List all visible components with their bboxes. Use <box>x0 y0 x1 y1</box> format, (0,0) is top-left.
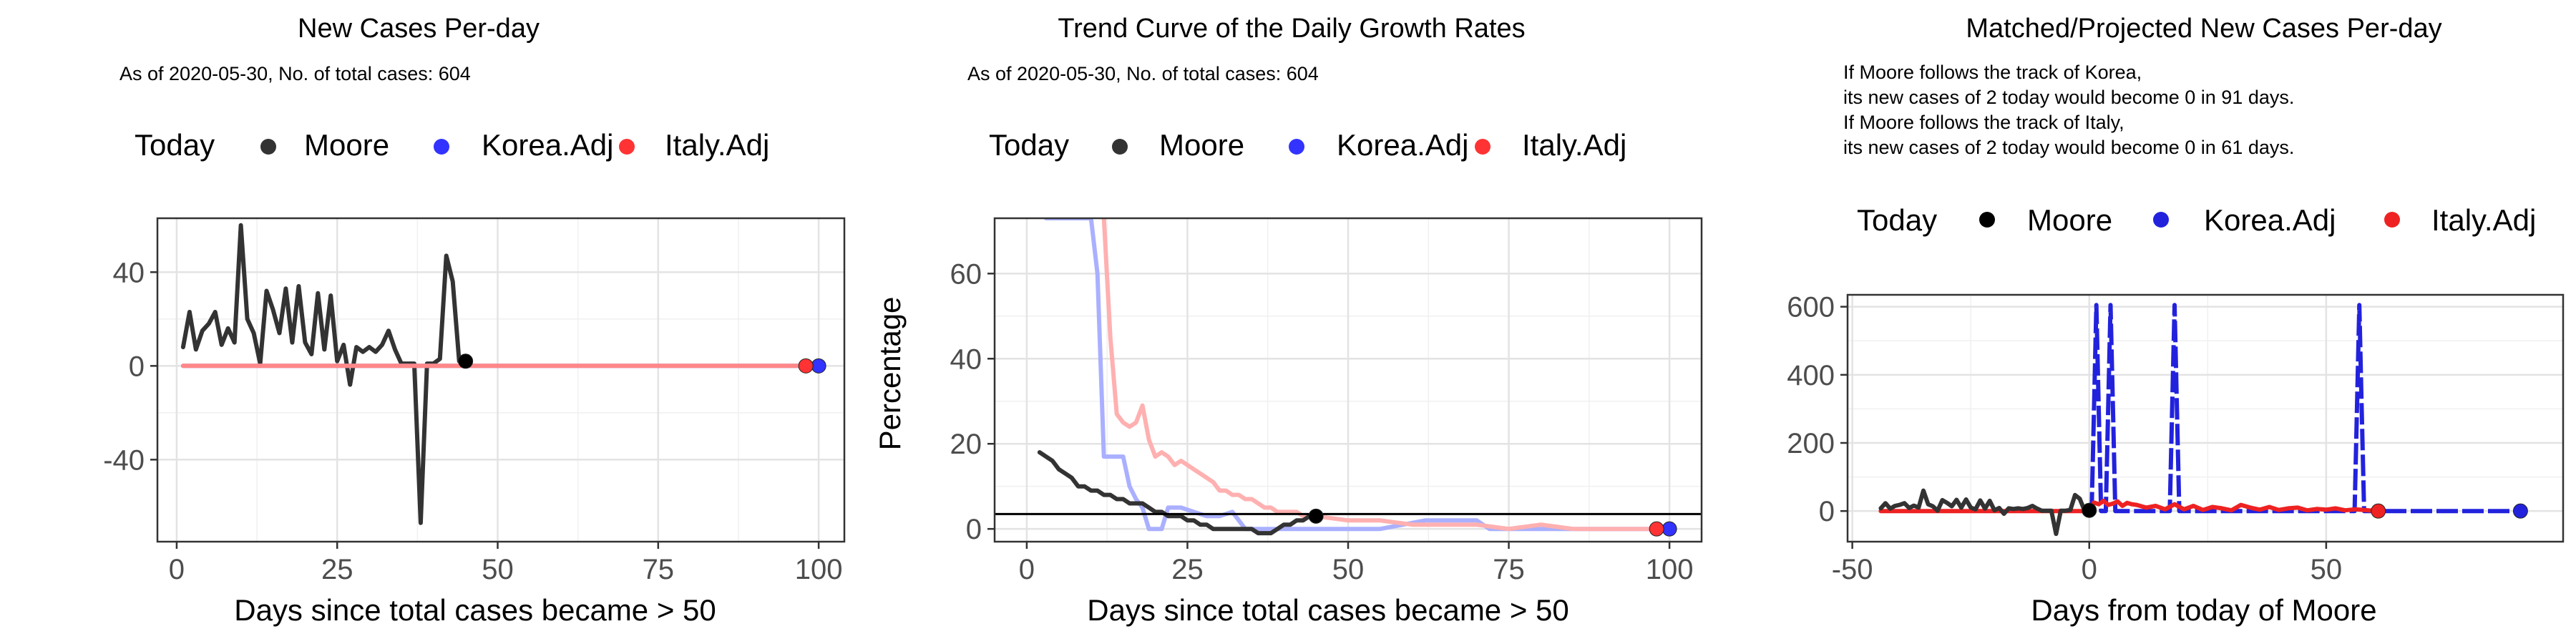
y-tick-label: 60 <box>950 258 982 290</box>
today-point-moore <box>2082 502 2097 518</box>
legend-label-korea: Korea.Adj <box>1337 128 1468 162</box>
series-layer <box>1878 303 2521 537</box>
series-layer <box>180 223 821 525</box>
legend-title: Today <box>135 128 215 162</box>
panel-growth-rates: Trend Curve of the Daily Growth Rates As… <box>873 14 1703 627</box>
legend: Today Moore Korea.Adj Italy.Adj <box>1857 203 2536 237</box>
legend-label-italy: Italy.Adj <box>2431 203 2536 237</box>
legend-label-korea: Korea.Adj <box>2204 203 2336 237</box>
y-tick-label: 40 <box>113 257 145 288</box>
series-line-moore <box>180 223 468 525</box>
plot-background <box>157 218 844 542</box>
today-point-moore <box>1308 508 1324 524</box>
x-tick-label: 100 <box>795 554 843 585</box>
legend-key-italy <box>619 139 635 155</box>
series-line-korea-adj <box>2089 303 2521 514</box>
today-point-italy-adj <box>2371 503 2386 519</box>
series-line-italy-adj <box>1101 218 1659 532</box>
plot-area: 0 25 50 75 100 -40 0 40 <box>103 217 846 585</box>
x-tick-label: 50 <box>2311 554 2343 585</box>
series-line-korea-adj <box>1043 218 1672 532</box>
legend-key-korea <box>434 139 449 155</box>
chart-title: New Cases Per-day <box>298 14 540 44</box>
today-point-moore <box>458 353 474 369</box>
y-tick-label: 20 <box>950 429 982 460</box>
y-tick-label: 0 <box>966 514 982 545</box>
x-tick-label: 100 <box>1646 554 1694 585</box>
today-point-italy-adj <box>798 358 814 374</box>
x-axis-label: Days since total cases became > 50 <box>1087 593 1569 627</box>
x-tick-label: 50 <box>1332 554 1365 585</box>
legend-title: Today <box>989 128 1069 162</box>
series-line-moore <box>1878 488 2092 537</box>
legend-key-korea <box>2153 212 2169 228</box>
legend-label-moore: Moore <box>1159 128 1244 162</box>
today-point-korea-adj <box>811 358 826 374</box>
today-point-italy-adj <box>1649 521 1664 537</box>
y-tick-label: 200 <box>1787 428 1835 459</box>
x-axis-label: Days from today of Moore <box>2031 593 2376 627</box>
chart-title: Trend Curve of the Daily Growth Rates <box>1058 14 1525 44</box>
legend-key-italy <box>2384 212 2400 228</box>
subtitle-line: If Moore follows the track of Korea, <box>1843 62 2142 83</box>
today-point-korea-adj <box>1662 521 1677 537</box>
chart-title: Matched/Projected New Cases Per-day <box>1966 14 2441 44</box>
chart-subtitle: As of 2020-05-30, No. of total cases: 60… <box>967 63 1319 84</box>
legend-key-italy <box>1475 139 1491 155</box>
legend-key-moore <box>1112 139 1128 155</box>
y-tick-label: -40 <box>103 444 145 476</box>
plot-area: 0 25 50 75 100 0 20 40 60 <box>950 217 1703 585</box>
x-tick-label: 25 <box>1171 554 1204 585</box>
legend: Today Moore Korea.Adj Italy.Adj <box>135 128 769 162</box>
legend-label-moore: Moore <box>304 128 389 162</box>
legend-key-moore <box>260 139 276 155</box>
y-tick-label: 0 <box>1819 496 1835 527</box>
subtitle-line: If Moore follows the track of Italy, <box>1843 112 2124 133</box>
panel-projected-cases: Matched/Projected New Cases Per-day If M… <box>1787 14 2565 627</box>
x-tick-label: 0 <box>1019 554 1035 585</box>
x-tick-label: 25 <box>321 554 353 585</box>
series-line-italy-adj <box>1878 498 2381 514</box>
panel-new-cases: New Cases Per-day As of 2020-05-30, No. … <box>103 14 846 627</box>
legend-label-korea: Korea.Adj <box>482 128 613 162</box>
chart-subtitle: As of 2020-05-30, No. of total cases: 60… <box>119 63 471 84</box>
legend-label-moore: Moore <box>2027 203 2112 237</box>
x-tick-label: 0 <box>169 554 185 585</box>
legend-label-italy: Italy.Adj <box>1522 128 1626 162</box>
y-tick-label: 400 <box>1787 360 1835 391</box>
y-axis-label: Percentage <box>873 297 907 451</box>
x-axis-label: Days since total cases became > 50 <box>234 593 716 627</box>
series-line-moore <box>1037 450 1319 536</box>
y-tick-label: 600 <box>1787 292 1835 323</box>
legend-label-italy: Italy.Adj <box>665 128 769 162</box>
subtitle-line: its new cases of 2 today would become 0 … <box>1843 137 2294 158</box>
y-tick-label: 40 <box>950 343 982 375</box>
x-tick-label: -50 <box>1832 554 1873 585</box>
x-tick-label: 75 <box>1493 554 1525 585</box>
y-tick-label: 0 <box>129 351 145 382</box>
plot-border <box>1846 293 2565 543</box>
subtitle-line: its new cases of 2 today would become 0 … <box>1843 87 2294 108</box>
legend: Today Moore Korea.Adj Italy.Adj <box>989 128 1626 162</box>
x-tick-label: 75 <box>643 554 675 585</box>
legend-key-moore <box>1979 212 1995 228</box>
x-tick-label: 0 <box>2082 554 2097 585</box>
legend-key-korea <box>1289 139 1304 155</box>
today-point-korea-adj <box>2512 503 2528 519</box>
series-layer <box>1037 218 1672 536</box>
x-tick-label: 50 <box>482 554 514 585</box>
plot-area: -50 0 50 0 200 400 600 <box>1787 292 2565 585</box>
legend-title: Today <box>1857 203 1937 237</box>
plot-border <box>156 217 846 543</box>
